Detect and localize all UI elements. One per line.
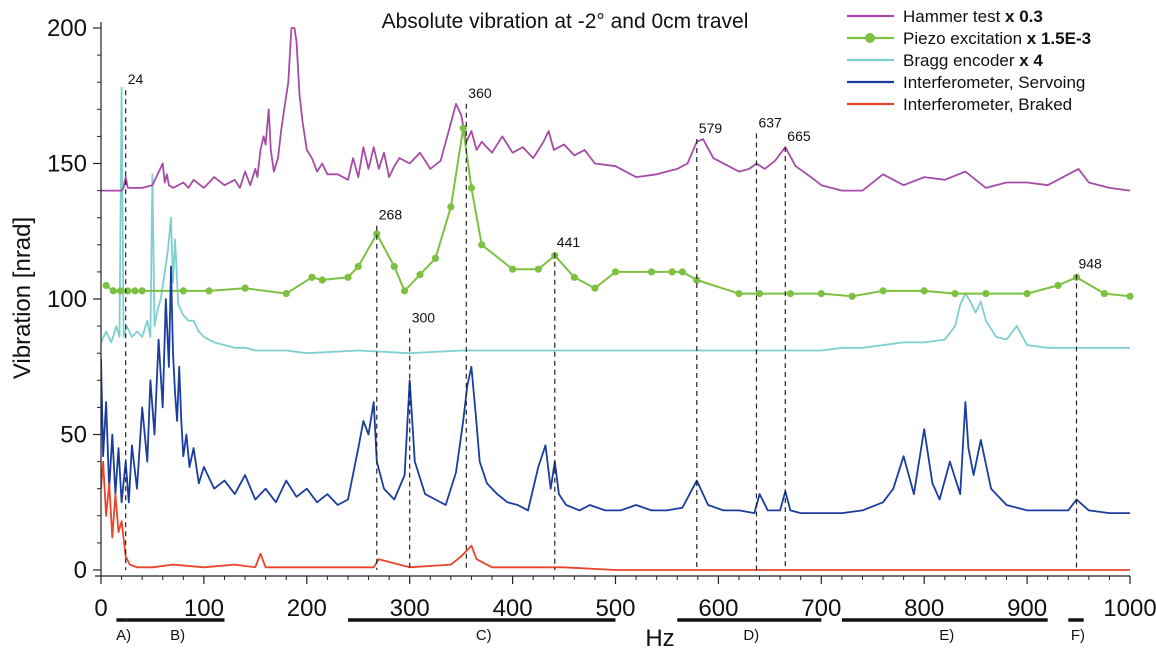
legend-marker-1 xyxy=(865,33,875,43)
series-point-1-30 xyxy=(668,268,676,276)
series-point-1-12 xyxy=(344,273,352,281)
series-point-1-42 xyxy=(1023,289,1031,298)
series-point-1-9 xyxy=(282,289,290,298)
legend: Hammer test x 0.3 Piezo excitation x 1.5E… xyxy=(847,7,1091,114)
x-tick-label-0: 0 xyxy=(94,595,107,622)
series-point-1-41 xyxy=(982,289,990,298)
frequency-ranges: A) B) C) D) E) F) xyxy=(116,618,1085,644)
series-point-1-6 xyxy=(179,287,187,295)
legend-label-4: Interferometer, Braked xyxy=(903,95,1072,114)
series-point-1-38 xyxy=(879,287,887,295)
x-tick-label-3: 300 xyxy=(390,595,430,622)
series-point-1-11 xyxy=(318,276,326,284)
series-point-1-4 xyxy=(131,287,139,295)
series-line-2 xyxy=(101,86,1130,355)
series-point-1-18 xyxy=(431,254,440,262)
annotation-label-0: 24 xyxy=(128,71,144,87)
range-label-0: A) xyxy=(116,627,131,644)
series-point-1-0 xyxy=(102,281,110,290)
x-tick-label-9: 900 xyxy=(1007,595,1047,622)
series-point-1-45 xyxy=(1100,289,1108,298)
range-label-5: F) xyxy=(1071,627,1085,644)
series-point-1-19 xyxy=(447,203,455,211)
series-point-1-34 xyxy=(755,289,764,298)
series-point-1-40 xyxy=(951,289,959,298)
annotation-label-7: 665 xyxy=(787,128,811,144)
x-tick-label-7: 700 xyxy=(801,595,841,622)
series-point-1-28 xyxy=(611,268,620,276)
series-point-1-5 xyxy=(138,287,146,295)
range-label-1: B) xyxy=(170,627,185,644)
series-point-1-29 xyxy=(647,268,656,276)
chart-title: Absolute vibration at -2° and 0cm travel xyxy=(382,10,749,33)
annotation-label-4: 441 xyxy=(557,234,581,250)
range-label-2: C) xyxy=(476,627,492,644)
series-line-0 xyxy=(101,27,1130,192)
series-line-4 xyxy=(101,460,1130,571)
peak-annotations: 24 268 300 360 441 579 637 665 948 xyxy=(125,71,1102,570)
range-label-3: D) xyxy=(743,627,759,644)
series-point-1-26 xyxy=(570,273,578,281)
y-tick-label-4: 200 xyxy=(47,15,87,42)
series-point-1-33 xyxy=(735,289,743,298)
range-label-4: E) xyxy=(939,627,954,644)
annotation-label-5: 579 xyxy=(699,120,723,136)
x-tick-label-6: 600 xyxy=(698,595,738,622)
annotation-label-3: 360 xyxy=(468,85,492,101)
series-point-1-14 xyxy=(373,230,381,238)
series-point-1-24 xyxy=(534,265,542,273)
y-tick-label-1: 50 xyxy=(60,422,87,449)
x-axis-label: Hz xyxy=(645,625,674,652)
annotation-label-8: 948 xyxy=(1078,255,1102,271)
series-point-1-37 xyxy=(848,292,856,300)
legend-label-3: Interferometer, Servoing xyxy=(903,73,1085,92)
series-point-1-17 xyxy=(416,271,424,279)
legend-scale-2: x 4 xyxy=(1015,51,1044,70)
series-point-1-32 xyxy=(693,276,701,284)
x-tick-label-8: 800 xyxy=(904,595,944,622)
series-point-1-16 xyxy=(400,287,409,295)
annotation-label-2: 300 xyxy=(412,310,436,326)
x-tick-label-1: 100 xyxy=(184,595,224,622)
series-point-1-1 xyxy=(109,287,117,295)
series-point-1-7 xyxy=(205,287,213,295)
series-point-1-15 xyxy=(390,262,398,271)
x-tick-label-5: 500 xyxy=(595,595,635,622)
series-point-1-2 xyxy=(116,287,125,295)
series-point-1-27 xyxy=(591,284,599,292)
series-point-1-21 xyxy=(467,184,476,192)
series-point-1-20 xyxy=(459,124,467,132)
legend-label-1: Piezo excitation x 1.5E-3 xyxy=(903,29,1091,48)
series-point-1-13 xyxy=(354,262,362,271)
y-axis-label: Vibration [nrad] xyxy=(9,217,36,379)
series-point-1-31 xyxy=(678,268,686,276)
series-point-1-46 xyxy=(1126,292,1134,300)
plot-area xyxy=(101,27,1134,571)
series-point-1-35 xyxy=(786,289,795,298)
annotation-label-1: 268 xyxy=(379,207,403,223)
series-point-1-36 xyxy=(817,289,825,298)
y-tick-label-0: 0 xyxy=(74,557,87,584)
series-point-1-10 xyxy=(308,273,316,281)
series-point-1-8 xyxy=(241,284,249,292)
y-tick-label-2: 100 xyxy=(47,286,87,313)
y-tick-label-3: 150 xyxy=(47,151,87,178)
series-point-1-39 xyxy=(920,287,928,295)
legend-scale-0: x 0.3 xyxy=(1000,7,1043,26)
x-tick-label-4: 400 xyxy=(493,595,533,622)
series-point-1-23 xyxy=(508,265,517,273)
annotation-label-6: 637 xyxy=(758,115,782,131)
legend-label-2: Bragg encoder x 4 xyxy=(903,51,1043,70)
legend-label-0: Hammer test x 0.3 xyxy=(903,7,1043,26)
x-tick-label-10: 1000 xyxy=(1103,595,1156,622)
series-point-1-43 xyxy=(1054,281,1062,290)
series-line-3 xyxy=(101,265,1130,514)
x-tick-label-2: 200 xyxy=(287,595,327,622)
legend-scale-1: x 1.5E-3 xyxy=(1022,29,1091,48)
axes: 0 50 100 150 200 0 100 200 300 400 500 600 700 800 900… xyxy=(47,15,1156,622)
series-point-1-22 xyxy=(478,241,486,249)
